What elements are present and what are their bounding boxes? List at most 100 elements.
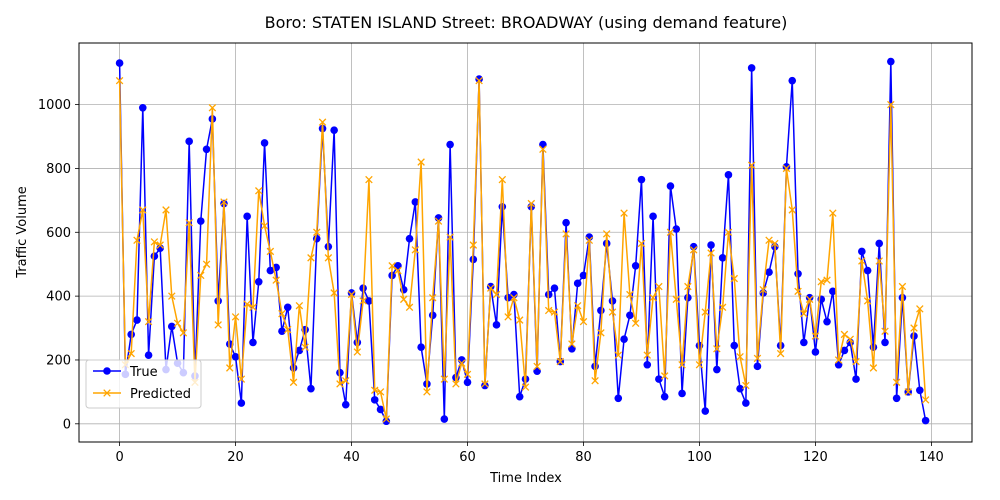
data-point-true (370, 396, 379, 404)
data-point-predicted (312, 228, 321, 237)
data-point-true (800, 338, 808, 347)
x-tick-label: 20 (227, 450, 244, 465)
x-tick-label: 80 (575, 450, 592, 465)
data-point-predicted (330, 289, 338, 297)
data-point-predicted (533, 362, 541, 371)
data-point-true (463, 378, 472, 387)
data-point-true (887, 57, 895, 66)
data-point-predicted (550, 308, 559, 316)
data-point-true (475, 75, 483, 83)
legend-predicted-label: Predicted (130, 387, 191, 402)
y-tick-label: 400 (46, 290, 71, 305)
data-point-true (196, 217, 205, 225)
data-point-true (295, 346, 304, 355)
data-point-predicted (417, 158, 425, 166)
data-point-predicted (510, 293, 518, 302)
data-point-true (666, 182, 675, 190)
data-point-predicted (678, 360, 686, 369)
data-point-true (742, 399, 750, 407)
data-point-predicted (452, 380, 460, 388)
data-point-predicted (457, 359, 466, 367)
data-point-predicted (620, 209, 628, 217)
data-point-predicted (289, 378, 298, 387)
data-point-predicted (556, 357, 565, 366)
data-point-predicted (475, 76, 483, 85)
x-tick-label: 60 (459, 450, 476, 465)
data-point-true (637, 175, 646, 184)
data-point-true (678, 389, 686, 398)
x-tick-label: 140 (919, 450, 944, 465)
data-point-predicted (765, 236, 773, 245)
data-point-predicted (753, 354, 762, 363)
data-point-predicted (249, 303, 257, 312)
data-point-predicted (684, 282, 692, 291)
data-point-predicted (388, 262, 396, 270)
data-point-true (550, 284, 559, 292)
data-point-predicted (411, 246, 420, 254)
data-point-predicted (150, 238, 159, 246)
data-point-predicted (283, 325, 292, 334)
data-point-predicted (394, 266, 402, 275)
data-point-predicted (910, 324, 918, 332)
data-point-predicted (817, 278, 825, 286)
data-point-true (875, 239, 884, 248)
data-point-true (684, 293, 692, 302)
data-point-predicted (875, 257, 883, 265)
data-point-true (330, 126, 338, 134)
data-point-predicted (168, 292, 176, 300)
data-point-predicted (776, 349, 785, 358)
data-point-predicted (713, 345, 721, 353)
data-point-predicted (324, 254, 333, 262)
data-point-predicted (341, 376, 350, 385)
data-point-predicted (544, 306, 553, 315)
data-point-true (127, 330, 135, 339)
data-point-true (283, 303, 292, 312)
data-point-predicted (672, 295, 681, 304)
data-point-true (655, 375, 663, 383)
data-point-predicted (747, 161, 756, 170)
data-point-predicted (197, 271, 205, 280)
data-point-predicted (782, 164, 791, 173)
data-point-predicted (892, 378, 901, 387)
data-point-predicted (730, 274, 739, 283)
data-point-true (307, 384, 315, 393)
data-point-predicted (655, 282, 663, 291)
data-point-predicted (405, 303, 414, 312)
data-point-predicted (127, 349, 135, 358)
data-point-predicted (179, 329, 188, 337)
data-point-predicted (162, 206, 170, 214)
data-point-true (504, 293, 512, 302)
data-point-true (829, 287, 837, 296)
data-point-true (747, 64, 756, 72)
data-point-predicted (318, 118, 327, 126)
data-point-predicted (852, 357, 860, 366)
data-point-true (347, 289, 356, 297)
data-point-true (568, 344, 576, 353)
data-point-predicted (370, 386, 379, 395)
x-tick-label: 120 (803, 450, 828, 465)
data-point-true (643, 360, 652, 369)
data-point-true (631, 262, 640, 270)
data-point-predicted (602, 230, 611, 238)
data-point-true (376, 405, 385, 414)
data-point-true (138, 103, 147, 112)
data-point-predicted (811, 332, 820, 340)
data-point-true (724, 171, 733, 179)
data-point-true (382, 417, 391, 426)
data-point-predicted (649, 293, 657, 302)
data-point-true (365, 297, 373, 305)
data-point-true (481, 381, 489, 390)
data-point-true (405, 234, 414, 243)
y-tick-label: 0 (63, 417, 71, 432)
data-point-predicted (440, 375, 449, 383)
data-point-predicted (887, 100, 895, 109)
data-point-true (249, 338, 257, 347)
data-point-predicted (202, 260, 211, 268)
data-point-predicted (695, 360, 704, 369)
data-point-predicted (307, 254, 315, 262)
legend-predicted-x (103, 389, 111, 397)
data-point-true (486, 282, 495, 291)
series-true (115, 57, 930, 426)
data-point-predicted (144, 317, 153, 326)
